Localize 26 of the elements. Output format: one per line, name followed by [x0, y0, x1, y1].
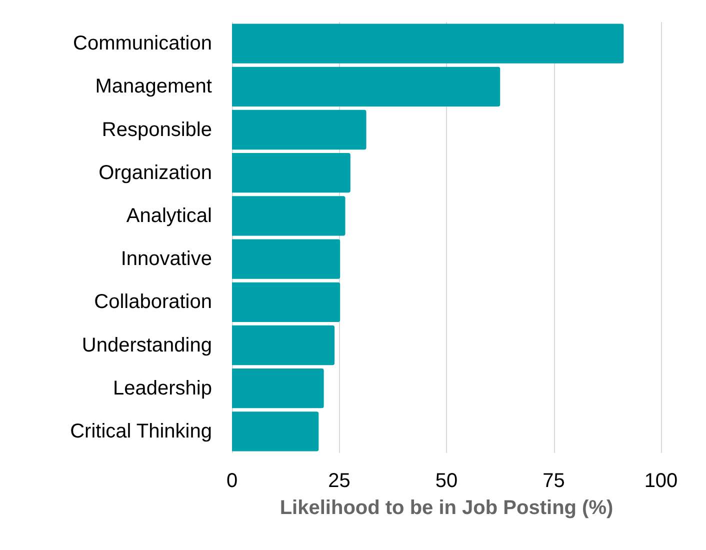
- y-tick-label: Leadership: [113, 377, 212, 400]
- y-tick-label: Understanding: [82, 334, 212, 356]
- y-tick-label: Responsible: [102, 118, 212, 141]
- x-tick-label: 25: [328, 470, 350, 492]
- bar: [232, 196, 346, 236]
- bar: [232, 325, 335, 366]
- bar: [232, 110, 366, 150]
- bar: [232, 368, 324, 408]
- x-axis-title: Likelihood to be in Job Posting (%): [280, 497, 614, 519]
- y-tick-label: Communication: [73, 32, 212, 55]
- y-tick-label: Analytical: [126, 204, 212, 227]
- y-tick-label: Collaboration: [94, 291, 212, 314]
- y-tick-label: Innovative: [120, 248, 212, 270]
- bar: [232, 412, 319, 452]
- bar: [232, 153, 350, 193]
- y-tick-label: Critical Thinking: [70, 420, 212, 442]
- bar: [232, 239, 340, 279]
- x-tick-label: 100: [644, 470, 678, 492]
- x-tick-label: 0: [226, 470, 238, 492]
- y-tick-label: Organization: [98, 162, 212, 184]
- y-tick-label: Management: [95, 76, 212, 98]
- x-tick-label: 75: [542, 470, 565, 492]
- x-tick-label: 50: [435, 470, 458, 492]
- bar: [232, 282, 340, 322]
- bar: [232, 66, 500, 106]
- bar: [232, 24, 624, 64]
